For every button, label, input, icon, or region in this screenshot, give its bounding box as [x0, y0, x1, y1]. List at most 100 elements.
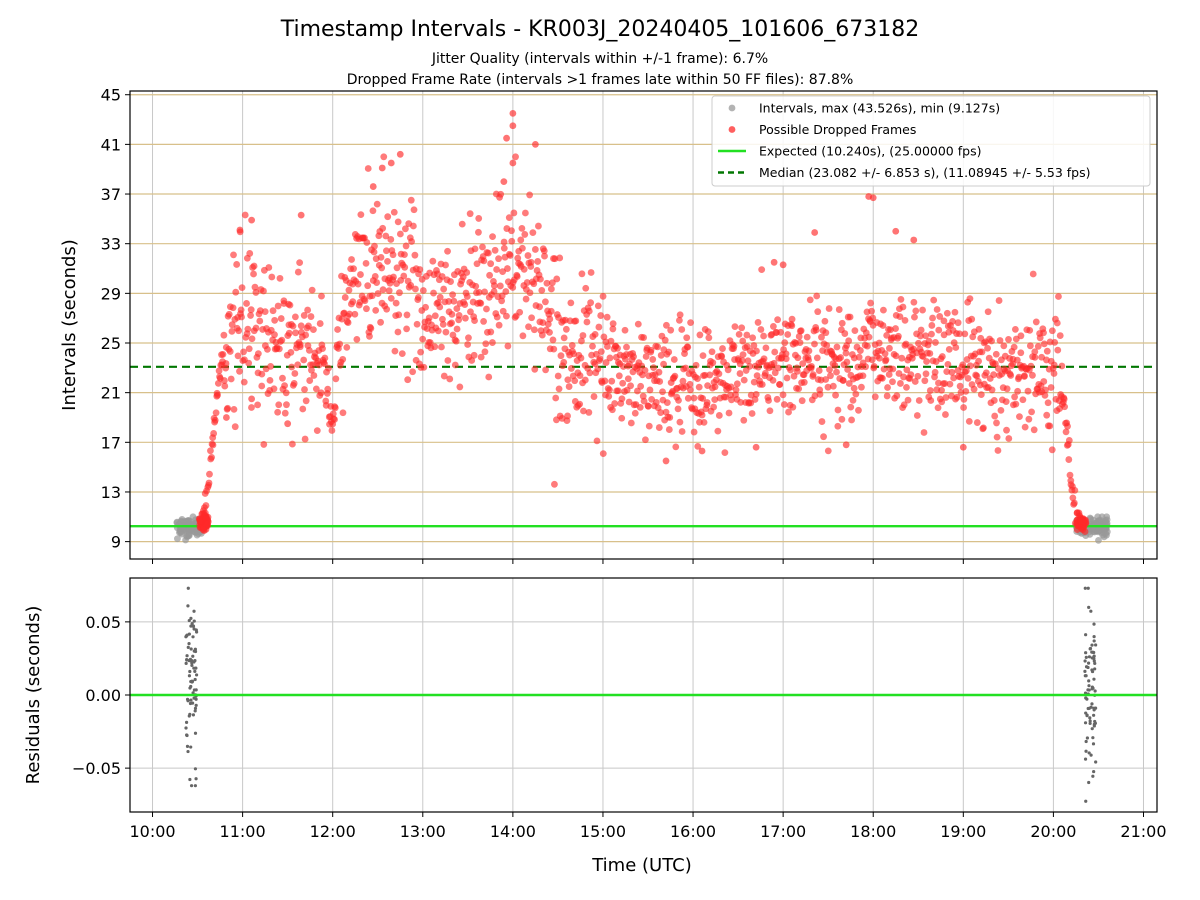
dropped-frame-point — [576, 372, 584, 380]
dropped-frame-point — [746, 362, 754, 370]
dropped-frame-point — [710, 403, 718, 411]
dropped-frame-point — [655, 424, 663, 431]
dropped-frame-point — [402, 242, 410, 250]
dropped-frame-point — [925, 337, 933, 345]
dropped-frame-point — [917, 332, 924, 340]
dropped-frame-point — [196, 517, 204, 525]
x-tick-label: 15:00 — [580, 822, 626, 841]
residual-point — [1093, 667, 1097, 671]
dropped-frame-point — [973, 419, 981, 426]
dropped-frame-point — [490, 282, 498, 289]
dropped-frame-point — [739, 351, 747, 359]
residual-point — [193, 677, 197, 682]
dropped-frame-point — [867, 299, 875, 307]
dropped-frame-point — [868, 307, 875, 315]
dropped-frame-point — [773, 395, 781, 403]
dropped-frame-point — [553, 275, 561, 283]
dropped-frame-point — [812, 326, 820, 334]
dropped-frame-point — [896, 313, 904, 321]
dropped-frame-point — [771, 348, 779, 356]
dropped-frame-point — [694, 375, 701, 382]
residual-point — [184, 661, 188, 665]
dropped-frame-point — [1065, 437, 1073, 444]
dropped-frame-point — [994, 447, 1002, 454]
dropped-frame-point — [562, 325, 570, 333]
dropped-frame-point — [781, 339, 789, 347]
dropped-frame-point — [1024, 387, 1032, 395]
dropped-frame-point — [883, 331, 891, 339]
dropped-frame-point — [453, 305, 461, 313]
dropped-frame-point — [938, 353, 946, 360]
dropped-frame-point — [308, 366, 315, 374]
dropped-frame-point — [774, 316, 782, 324]
residual-point — [194, 673, 199, 677]
legend-entry: Intervals, max (43.526s), min (9.127s) — [759, 101, 1000, 116]
dropped-frame-point — [331, 404, 339, 412]
dropped-frame-point — [278, 336, 286, 344]
residual-point — [1092, 622, 1096, 626]
dropped-frame-point — [279, 374, 286, 382]
dropped-frame-point — [949, 317, 956, 325]
dropped-frame-point — [215, 367, 223, 375]
dropped-frame-point — [357, 271, 364, 278]
dropped-frame-point — [930, 296, 938, 304]
residual-point — [187, 641, 191, 646]
dropped-frame-point — [321, 354, 329, 362]
dropped-frame-point — [248, 335, 256, 343]
dropped-frame-point — [609, 325, 617, 333]
dropped-frame-point — [534, 258, 542, 265]
dropped-frame-point — [640, 334, 648, 341]
dropped-frame-point — [855, 353, 863, 361]
dropped-frame-point — [1064, 422, 1071, 430]
dropped-frame-point — [608, 406, 616, 414]
dropped-frame-point — [529, 229, 537, 237]
dropped-frame-point — [247, 306, 255, 314]
dropped-frame-point — [481, 288, 488, 296]
dropped-frame-point — [642, 353, 650, 360]
dropped-frame-point — [728, 396, 735, 404]
dropped-frame-point — [417, 348, 425, 356]
dropped-frame-point — [814, 308, 822, 316]
dropped-frame-point — [956, 382, 964, 390]
dropped-frame-point — [676, 418, 684, 426]
dropped-frame-point — [838, 415, 846, 423]
dropped-frame-point — [383, 305, 391, 313]
dropped-frame-point — [849, 396, 857, 404]
dropped-frame-point — [524, 252, 532, 259]
dropped-frame-point — [450, 297, 458, 305]
dropped-frame-point — [502, 288, 510, 295]
dropped-frame-point — [954, 319, 962, 327]
residual-point — [189, 684, 193, 689]
dropped-frame-point — [821, 317, 829, 325]
dropped-frame-point — [387, 294, 395, 302]
dropped-frame-point — [597, 348, 605, 356]
dropped-frame-point — [517, 236, 525, 244]
dropped-frame-point — [339, 355, 347, 363]
residual-point — [190, 679, 195, 683]
dropped-frame-point — [506, 252, 514, 259]
dropped-frame-point — [434, 327, 442, 335]
top-y-tick-label: 21 — [101, 384, 121, 403]
dropped-frame-point — [364, 165, 372, 172]
dropped-frame-point — [495, 255, 502, 263]
dropped-frame-point — [530, 326, 538, 334]
residual-point — [194, 777, 198, 781]
residual-point — [1092, 659, 1096, 663]
residual-point — [193, 767, 198, 771]
dropped-frame-point — [619, 379, 627, 387]
residual-point — [194, 688, 198, 692]
x-tick-label: 10:00 — [129, 822, 175, 841]
dropped-frame-point — [652, 398, 660, 406]
dropped-frame-point — [605, 392, 613, 400]
dropped-frame-point — [430, 289, 437, 297]
residual-point — [187, 714, 191, 718]
dropped-frame-point — [903, 366, 911, 374]
residual-point — [1089, 609, 1093, 613]
residuals-panel: −0.05 0.00 0.05 10:00 11:00 12:00 13:00 14:00 15… — [72, 577, 1167, 841]
dropped-frame-point — [661, 336, 669, 344]
dropped-frame-point — [219, 350, 227, 358]
dropped-frame-point — [346, 310, 353, 318]
dropped-frame-point — [246, 250, 254, 257]
dropped-frame-point — [789, 403, 797, 411]
bottom-y-tick-label: 0.05 — [85, 613, 121, 632]
